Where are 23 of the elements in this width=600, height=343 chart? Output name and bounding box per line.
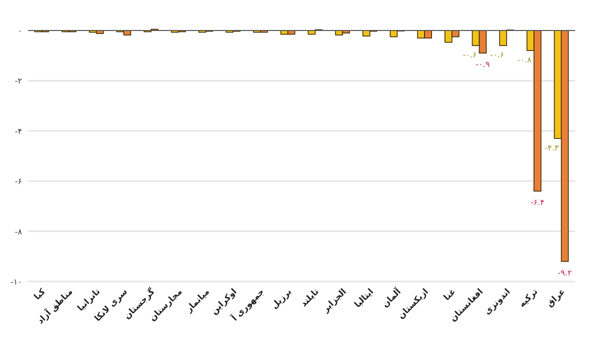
x-tick-label: ترکیه	[517, 287, 540, 310]
y-tick-label: -۴	[14, 126, 22, 136]
y-tick-label: -۲	[14, 76, 22, 86]
x-tick-label: ایتالیا	[352, 286, 376, 310]
x-tick-label: الجزایر	[320, 286, 349, 316]
x-tick-label: اندونزی	[482, 286, 513, 318]
x-tick-label: غنا	[442, 287, 458, 303]
data-label: -۰.۶	[462, 50, 477, 60]
y-tick-label: ۰	[18, 26, 22, 36]
y-tick-label: -۶	[14, 177, 22, 186]
data-label: -۹.۲	[558, 268, 572, 278]
x-tick-label: میانمار	[184, 287, 212, 316]
y-tick-label: -۸	[14, 227, 23, 236]
x-tick-label: کبا	[32, 287, 48, 302]
x-tick-label: عراق	[545, 287, 568, 310]
data-label: -۰.۹	[476, 60, 490, 70]
data-label: -۴.۳	[544, 143, 560, 152]
data-label: -۰.۶	[490, 50, 504, 60]
x-tick-label: برزیل	[270, 287, 294, 312]
data-label: -۰.۸	[517, 56, 532, 65]
y-tick-label: -۱۰	[10, 277, 22, 286]
x-tick-label: تایلند	[299, 287, 322, 310]
data-label: -۶.۴	[530, 198, 544, 208]
